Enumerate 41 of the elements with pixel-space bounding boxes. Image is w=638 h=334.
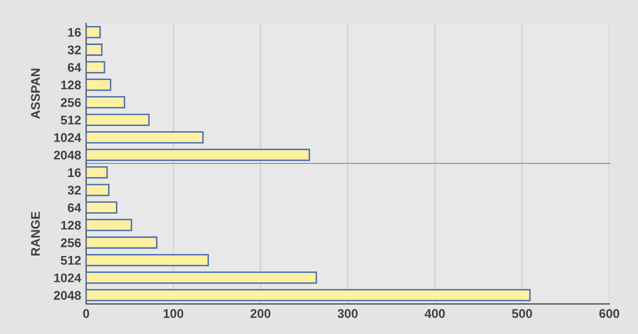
y-tick-label: 128: [61, 80, 81, 90]
y-tick-label: 32: [68, 45, 81, 54]
y-tick-label: 512: [60, 256, 81, 265]
bar: [86, 289, 531, 302]
x-tick-label: 500: [512, 309, 532, 318]
bar: [86, 114, 150, 126]
bar: [86, 184, 110, 196]
bar: [86, 236, 158, 249]
y-tick-label: 64: [68, 63, 82, 72]
bar: [86, 254, 209, 266]
x-tick-label: 300: [338, 309, 358, 318]
bar: [86, 26, 101, 38]
y-tick-label: 16: [68, 168, 81, 178]
bar: [86, 201, 118, 214]
bar: [86, 78, 112, 91]
y-tick-label: 64: [68, 203, 82, 212]
bar: [86, 166, 108, 179]
y-tick-label: 256: [60, 98, 81, 107]
bar: [86, 148, 310, 162]
y-tick-label: 32: [68, 186, 81, 195]
x-tick-label: 400: [424, 309, 445, 318]
y-axis-title: RANGE: [31, 212, 40, 256]
bar: [86, 218, 132, 232]
y-tick-label: 2048: [54, 290, 81, 300]
y-tick-label: 2048: [54, 150, 81, 160]
x-tick-label: 100: [164, 309, 184, 318]
bar: [86, 272, 318, 284]
bar: [86, 44, 103, 56]
y-tick-label: 1024: [54, 133, 82, 142]
y-tick-label: 16: [68, 28, 81, 37]
bar: [86, 131, 204, 144]
y-tick-label: 1024: [54, 273, 82, 282]
x-tick-label: 200: [250, 309, 270, 318]
y-tick-label: 128: [61, 220, 81, 230]
y-axis-title: ASSPAN: [31, 68, 40, 119]
bar: [86, 96, 126, 108]
y-tick-label: 256: [60, 238, 81, 248]
y-tick-label: 512: [60, 116, 81, 124]
x-tick-label: 600: [599, 309, 620, 318]
x-tick-label: 0: [83, 309, 90, 318]
bar: [86, 61, 106, 74]
